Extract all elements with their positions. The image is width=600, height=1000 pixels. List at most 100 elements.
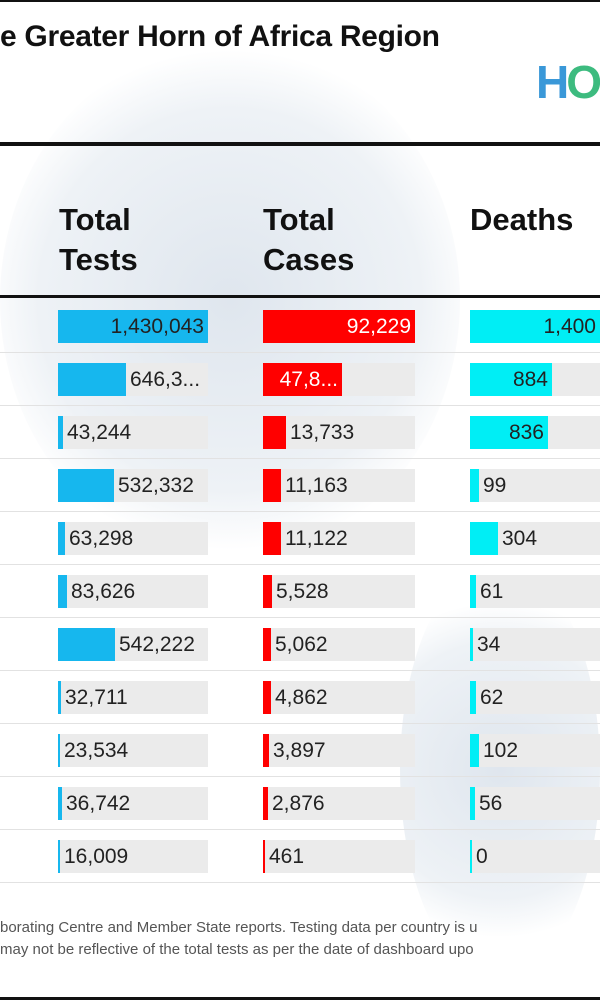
deaths-bar — [470, 310, 600, 343]
deaths-bar — [470, 522, 498, 555]
deaths-bar — [470, 416, 548, 449]
cases-cell: 11,122 — [263, 522, 415, 555]
column-header-total-tests: Total Tests — [59, 200, 138, 280]
table-row: 36,742 2,876 56 — [0, 777, 600, 830]
deaths-cell: 304 — [470, 522, 600, 555]
cases-cell: 13,733 — [263, 416, 415, 449]
deaths-bar — [470, 575, 476, 608]
cases-value: 3,897 — [273, 739, 326, 762]
header-divider — [0, 142, 600, 146]
deaths-bar — [470, 469, 479, 502]
table-row: 23,534 3,897 102 — [0, 724, 600, 777]
table-row: 646,3... 47,8... 884 — [0, 353, 600, 406]
page-title: e Greater Horn of Africa Region — [0, 20, 440, 53]
tests-cell: 23,534 — [58, 734, 208, 767]
deaths-value: 836 — [508, 421, 544, 444]
table-row: 16,009 461 0 — [0, 830, 600, 883]
deaths-bar — [470, 840, 472, 873]
deaths-value: 0 — [476, 845, 488, 868]
deaths-value: 34 — [477, 633, 501, 656]
cases-bar — [263, 522, 281, 555]
cases-value: 2,876 — [272, 792, 325, 815]
tests-value: 1,430,043 — [110, 315, 204, 338]
tests-cell: 63,298 — [58, 522, 208, 555]
tests-cell: 1,430,043 — [58, 310, 208, 343]
tests-cell: 83,626 — [58, 575, 208, 608]
cases-value: 11,163 — [285, 474, 348, 497]
cases-value: 47,8... — [279, 368, 338, 391]
cases-bar — [263, 469, 281, 502]
tests-cell: 532,332 — [58, 469, 208, 502]
column-header-line: Deaths — [470, 202, 574, 237]
deaths-cell: 884 — [470, 363, 600, 396]
cases-cell: 4,862 — [263, 681, 415, 714]
deaths-value: 102 — [483, 739, 519, 762]
tests-cell: 646,3... — [58, 363, 208, 396]
cases-bar — [263, 363, 342, 396]
cases-value: 11,122 — [285, 527, 348, 550]
column-header-total-cases: Total Cases — [263, 200, 354, 280]
deaths-bar — [470, 363, 552, 396]
cases-bar — [263, 628, 271, 661]
tests-bar — [58, 363, 126, 396]
tests-bar — [58, 628, 115, 661]
table-row: 542,222 5,062 34 — [0, 618, 600, 671]
tests-bar — [58, 681, 61, 714]
cases-cell: 92,229 — [263, 310, 415, 343]
table-row: 1,430,043 92,229 1,400 — [0, 300, 600, 353]
deaths-cell: 1,400 — [470, 310, 600, 343]
deaths-value: 1,400 — [543, 315, 596, 338]
table-header-divider — [0, 295, 600, 298]
tests-value: 532,332 — [118, 474, 194, 497]
deaths-cell: 99 — [470, 469, 600, 502]
tests-value: 32,711 — [65, 686, 128, 709]
column-header-line: Total — [263, 202, 335, 237]
cases-value: 5,062 — [275, 633, 328, 656]
deaths-bar — [470, 734, 479, 767]
cases-value: 5,528 — [276, 580, 329, 603]
deaths-cell: 62 — [470, 681, 600, 714]
tests-value: 16,009 — [64, 845, 129, 868]
tests-value: 23,534 — [64, 739, 129, 762]
cases-bar — [263, 310, 415, 343]
cases-value: 461 — [269, 845, 305, 868]
tests-bar — [58, 787, 62, 820]
cases-cell: 3,897 — [263, 734, 415, 767]
deaths-value: 304 — [502, 527, 538, 550]
deaths-cell: 34 — [470, 628, 600, 661]
tests-bar — [58, 310, 208, 343]
table-row: 43,244 13,733 836 — [0, 406, 600, 459]
tests-value: 63,298 — [69, 527, 134, 550]
cases-bar — [263, 681, 271, 714]
footer-note-line1: borating Centre and Member State reports… — [0, 919, 478, 936]
tests-cell: 542,222 — [58, 628, 208, 661]
cases-cell: 2,876 — [263, 787, 415, 820]
tests-cell: 36,742 — [58, 787, 208, 820]
cases-cell: 5,062 — [263, 628, 415, 661]
tests-bar — [58, 416, 63, 449]
column-header-line: Tests — [59, 242, 138, 277]
cases-value: 13,733 — [290, 421, 355, 444]
deaths-cell: 0 — [470, 840, 600, 873]
deaths-value: 62 — [480, 686, 504, 709]
top-border — [0, 0, 600, 2]
tests-bar — [58, 734, 60, 767]
deaths-value: 99 — [483, 474, 507, 497]
cases-cell: 461 — [263, 840, 415, 873]
column-header-line: Total — [59, 202, 131, 237]
table-row: 63,298 11,122 304 — [0, 512, 600, 565]
table-row: 83,626 5,528 61 — [0, 565, 600, 618]
deaths-value: 56 — [479, 792, 503, 815]
tests-cell: 32,711 — [58, 681, 208, 714]
tests-value: 646,3... — [130, 368, 201, 391]
tests-value: 43,244 — [67, 421, 132, 444]
cases-bar — [263, 416, 286, 449]
footer-note-line2: may not be reflective of the total tests… — [0, 941, 474, 958]
deaths-cell: 56 — [470, 787, 600, 820]
cases-bar — [263, 840, 265, 873]
cases-cell: 47,8... — [263, 363, 415, 396]
cases-value: 92,229 — [346, 315, 411, 338]
table-row: 32,711 4,862 62 — [0, 671, 600, 724]
deaths-bar — [470, 628, 473, 661]
deaths-cell: 61 — [470, 575, 600, 608]
